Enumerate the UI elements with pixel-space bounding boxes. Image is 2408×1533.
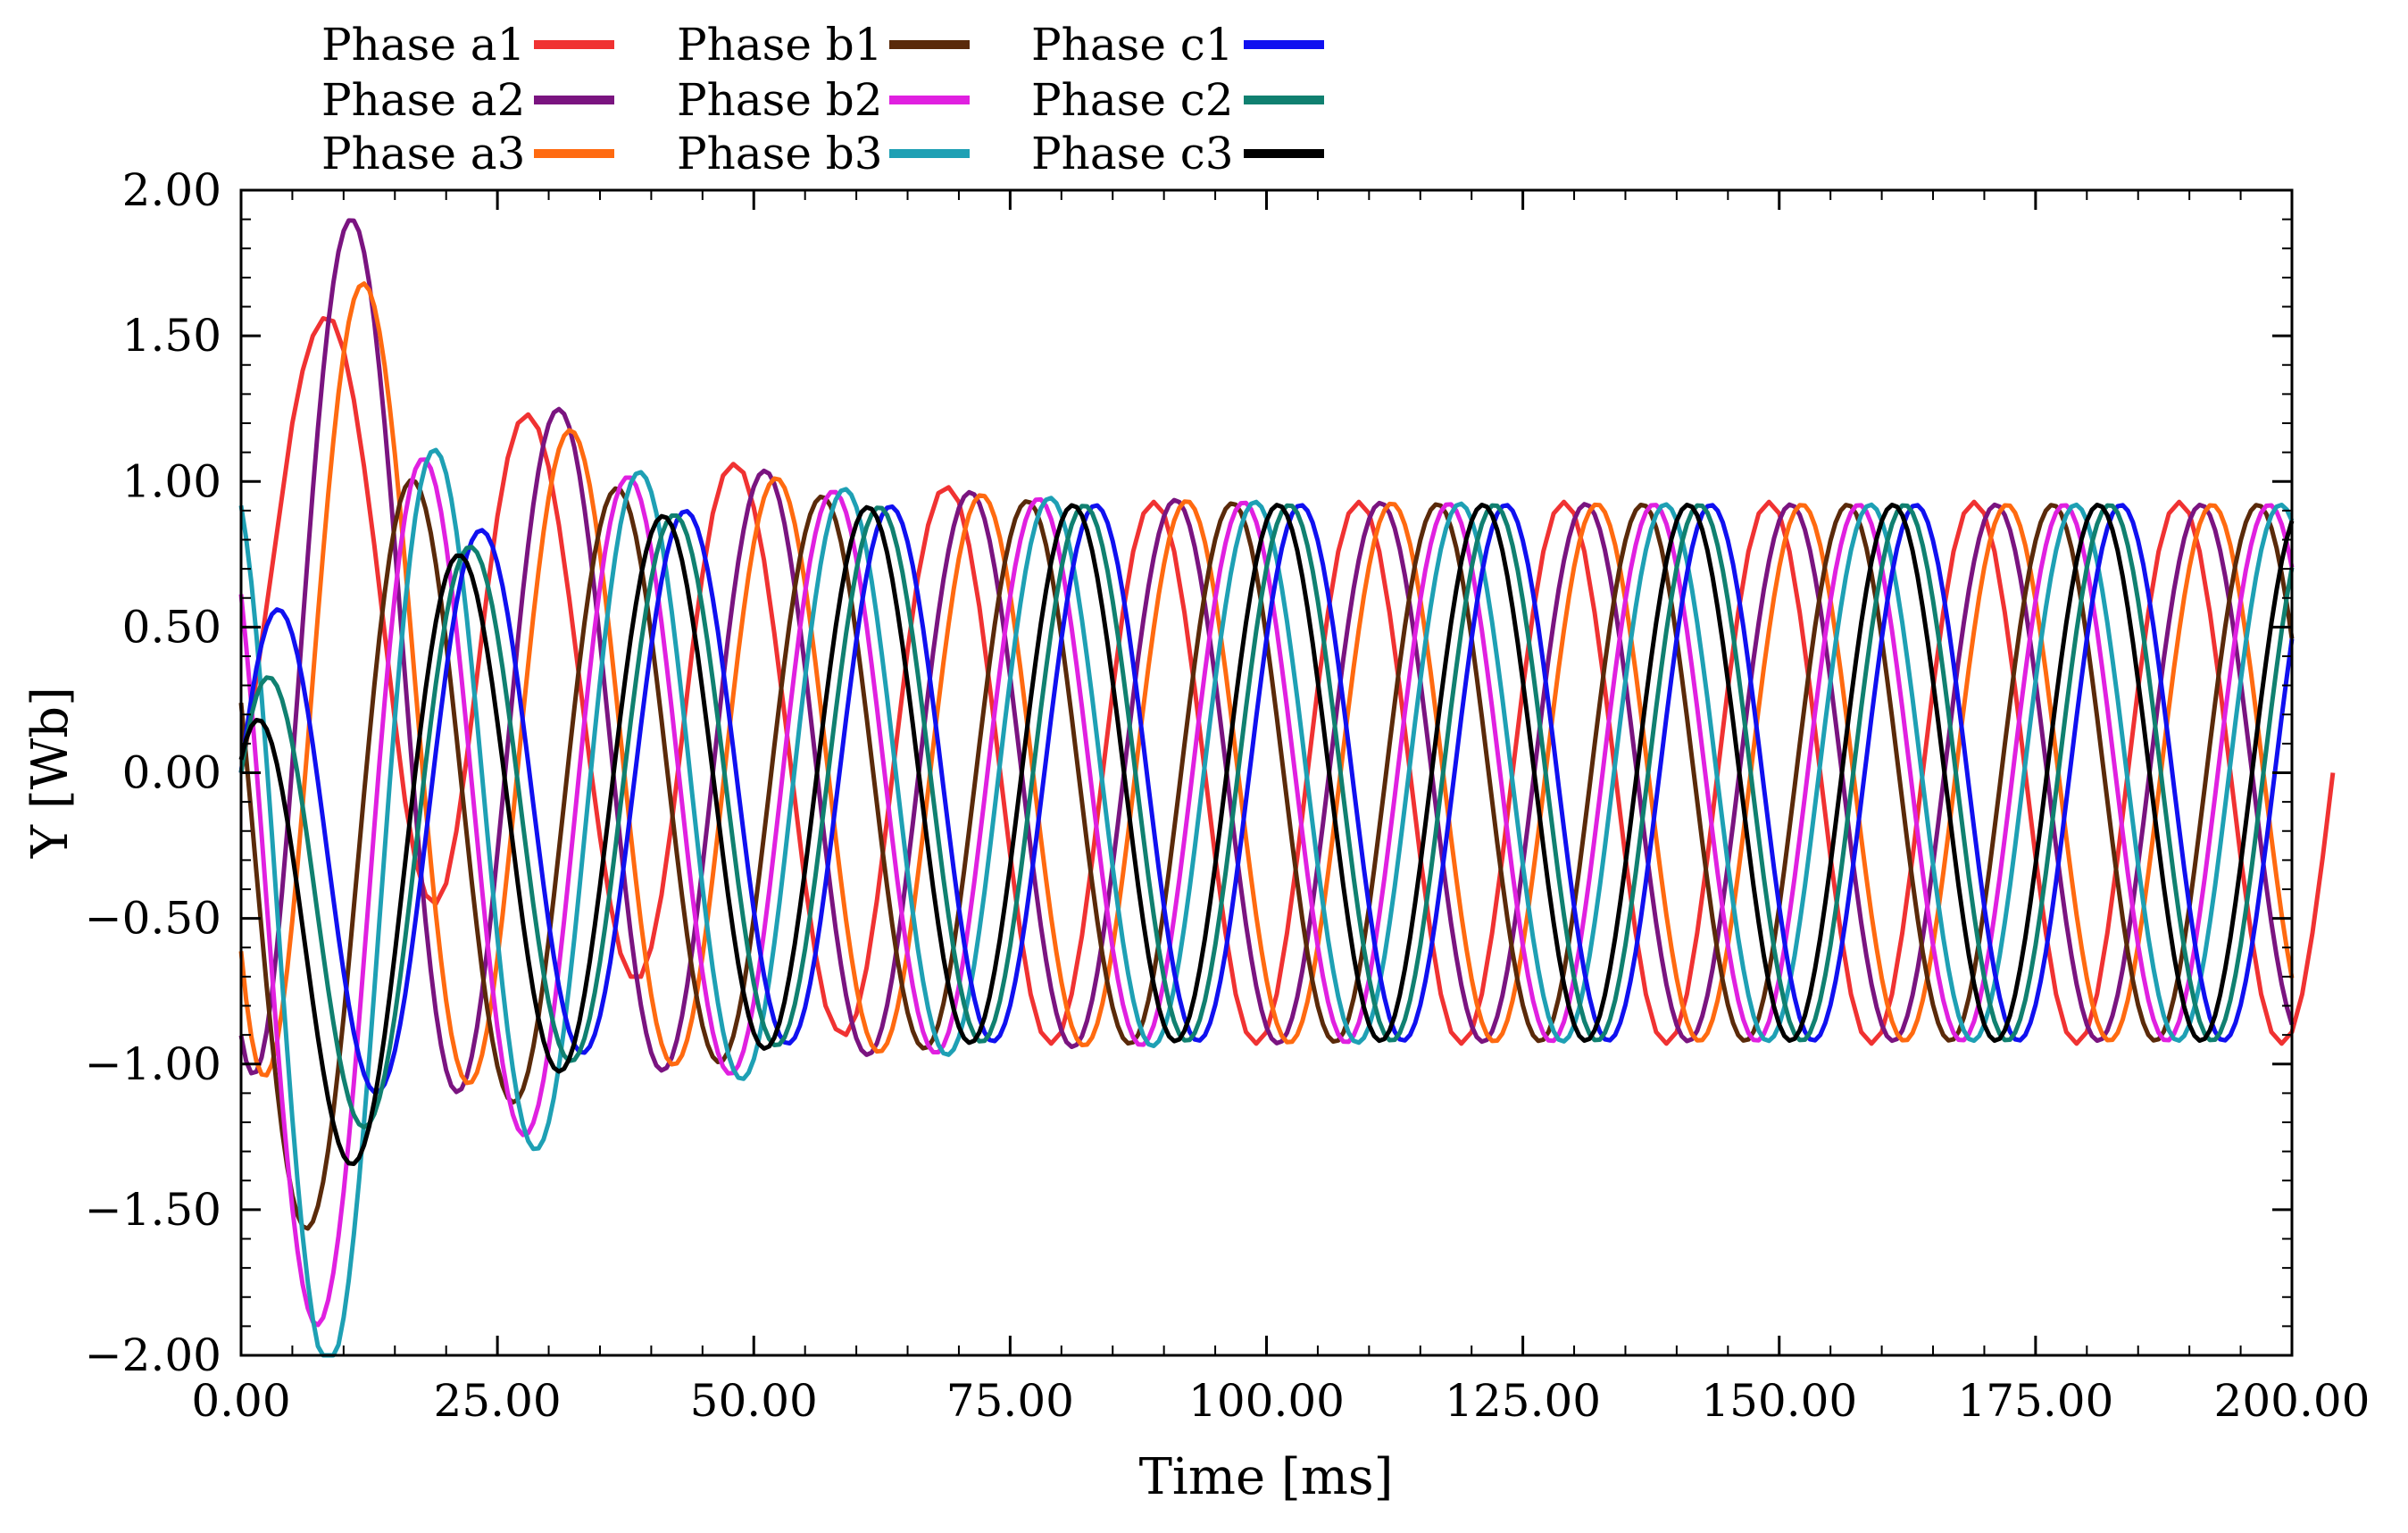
x-tick-label: 0.00 [191,1375,290,1427]
plot-frame [239,188,2294,1357]
y-tick-label: −2.00 [85,1329,221,1381]
legend-label: Phase c1 [1031,19,1234,71]
legend-label: Phase c3 [1031,128,1234,179]
y-tick-label: 2.00 [122,164,221,216]
legend-label: Phase a2 [321,74,525,126]
legend-entry: Phase b3 [677,128,970,179]
legend-label: Phase a3 [321,128,525,179]
legend-label: Phase b3 [677,128,883,179]
x-tick-label: 75.00 [946,1375,1074,1427]
x-tick-label: 25.00 [434,1375,562,1427]
y-tick-label: −0.50 [85,893,221,945]
legend-entry: Phase c2 [1031,74,1324,126]
legend-label: Phase b1 [677,19,883,71]
legend-entry: Phase a1 [321,19,614,71]
legend-label: Phase a1 [321,19,525,71]
series-line-phase-c1 [238,503,2295,1095]
y-tick-label: −1.00 [85,1038,221,1090]
legend-label: Phase c2 [1031,74,1234,126]
y-tick-label: 0.50 [122,601,221,653]
x-tick-label: 200.00 [2214,1375,2371,1427]
x-tick-label: 100.00 [1188,1375,1345,1427]
y-tick-label: 1.50 [122,310,221,362]
series-line-phase-c2 [238,503,2295,1129]
legend-entry: Phase a2 [321,74,614,126]
y-tick-label: 0.00 [122,747,221,799]
y-tick-label: −1.50 [85,1184,221,1236]
series-layer [238,218,2336,1358]
legend-label: Phase b2 [677,74,883,126]
ticks-layer: 0.00 25.00 50.00 75.00 100.00 125.00 150.00 175… [85,164,2371,1427]
legend-entry: Phase b1 [677,19,970,71]
legend-entry: Phase b2 [677,74,970,126]
x-tick-label: 50.00 [690,1375,818,1427]
x-tick-label: 125.00 [1445,1375,1601,1427]
y-tick-label: 1.00 [122,455,221,507]
y-axis-label: Y [Wb] [21,687,79,859]
x-tick-label: 150.00 [1701,1375,1857,1427]
legend-entry: Phase c1 [1031,19,1324,71]
x-axis-label: Time [ms] [1139,1448,1394,1506]
legend-entry: Phase c3 [1031,128,1324,179]
legend-entry: Phase a3 [321,128,614,179]
x-tick-label: 175.00 [1957,1375,2113,1427]
series-line-phase-c3 [238,503,2295,1166]
series-line-phase-a3 [238,281,2295,1086]
series-line-phase-a1 [238,316,2336,1046]
series-line-phase-a2 [238,218,2295,1095]
